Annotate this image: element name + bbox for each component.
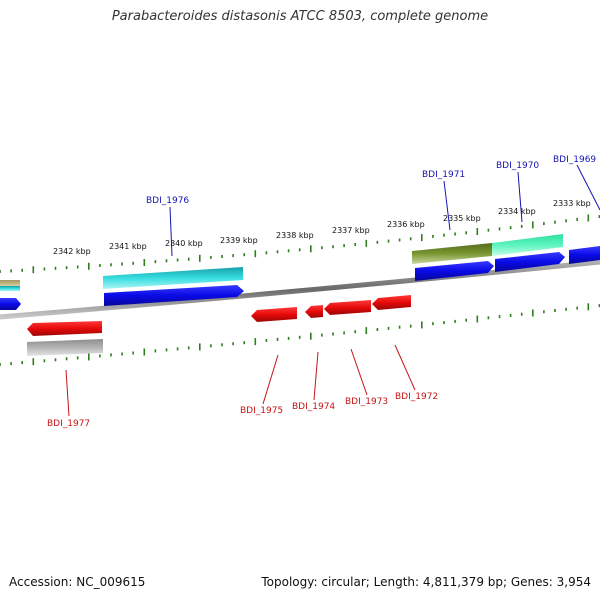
kbp-label: 2341 kbp: [109, 242, 147, 251]
kbp-label: 2333 kbp: [553, 199, 591, 208]
kbp-label: 2336 kbp: [387, 220, 425, 229]
lower-tick-track: [0, 303, 600, 366]
genome-summary-text: Topology: circular; Length: 4,811,379 bp…: [261, 575, 591, 589]
kbp-label: 2340 kbp: [165, 239, 203, 248]
gene-arrow-BDI_1973[interactable]: [324, 300, 371, 315]
gene-arrow-BDI_1969[interactable]: [569, 246, 600, 264]
reverse-label-lines: [65, 344, 416, 417]
kbp-labels: 2342 kbp 2341 kbp 2340 kbp 2339 kbp 2338…: [53, 199, 591, 256]
accession-text: Accession: NC_009615: [9, 575, 146, 589]
gene-label-BDI_1972[interactable]: BDI_1972: [395, 392, 438, 402]
gene-label-BDI_1977[interactable]: BDI_1977: [47, 419, 90, 429]
gene-arrow-BDI_1975[interactable]: [251, 307, 297, 322]
gene-arrow-BDI_1972[interactable]: [372, 295, 411, 310]
kbp-label: 2338 kbp: [276, 231, 314, 240]
gene-arrow-BDI_1971[interactable]: [415, 261, 494, 281]
upper-tick-track: [0, 214, 600, 274]
forward-gene-labels: BDI_1976 BDI_1971 BDI_1970 BDI_1969: [146, 155, 596, 206]
gene-arrow-BDI_1970[interactable]: [495, 252, 565, 272]
gene-label-BDI_1975[interactable]: BDI_1975: [240, 406, 283, 416]
gene-arrow-BDI_1974[interactable]: [305, 305, 323, 318]
reverse-gene-labels: BDI_1975 BDI_1974 BDI_1973 BDI_1972 BDI_…: [47, 392, 438, 429]
gene-feature-partial[interactable]: [0, 280, 20, 286]
gene-label-BDI_1976[interactable]: BDI_1976: [146, 196, 189, 206]
gene-arrow-BDI_1977[interactable]: [27, 321, 102, 336]
forward-label-lines: [169, 164, 600, 257]
gene-label-BDI_1969[interactable]: BDI_1969: [553, 155, 596, 165]
kbp-label: 2339 kbp: [220, 236, 258, 245]
gene-rna-BDI_1977[interactable]: [27, 339, 103, 356]
genome-title: Parabacteroides distasonis ATCC 8503, co…: [111, 9, 489, 24]
genome-backbone: [0, 259, 600, 320]
gene-arrow-BDI_1976[interactable]: [104, 285, 244, 306]
gene-rna-BDI_1976[interactable]: [103, 267, 243, 289]
forward-features: [0, 234, 600, 310]
gene-label-BDI_1973[interactable]: BDI_1973: [345, 397, 388, 407]
reverse-features: [27, 295, 411, 356]
gene-label-BDI_1971[interactable]: BDI_1971: [422, 170, 465, 180]
gene-rna-BDI_1970[interactable]: [492, 234, 563, 256]
kbp-label: 2334 kbp: [498, 207, 536, 216]
kbp-label: 2335 kbp: [443, 214, 481, 223]
kbp-label: 2342 kbp: [53, 247, 91, 256]
gene-label-BDI_1970[interactable]: BDI_1970: [496, 161, 539, 171]
gene-label-BDI_1974[interactable]: BDI_1974: [292, 402, 335, 412]
gene-feature-partial[interactable]: [0, 286, 20, 291]
gene-arrow-partial[interactable]: [0, 298, 21, 310]
kbp-label: 2337 kbp: [332, 226, 370, 235]
gene-rna-BDI_1971[interactable]: [412, 243, 492, 264]
